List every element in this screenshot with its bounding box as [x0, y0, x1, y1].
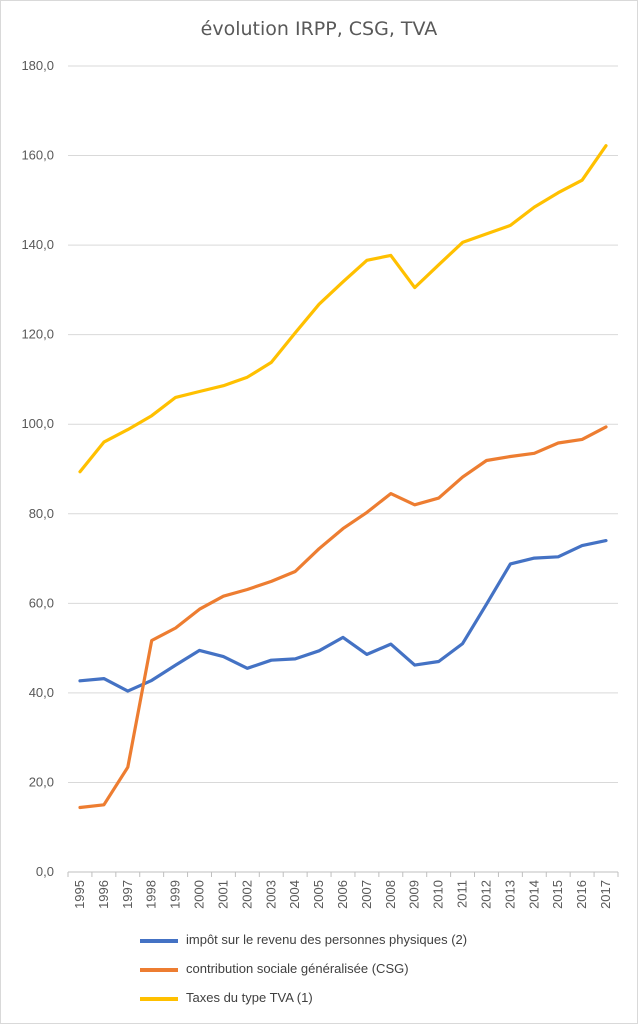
- x-tick-label: 2009: [407, 880, 422, 909]
- x-tick-label: 2002: [239, 880, 254, 909]
- chart-title: évolution IRPP, CSG, TVA: [200, 18, 438, 40]
- y-tick-label: 40,0: [29, 685, 54, 700]
- legend-label-tva: Taxes du type TVA (1): [186, 990, 313, 1005]
- legend-label-csg: contribution sociale généralisée (CSG): [186, 961, 409, 976]
- line-chart-plot: 0,0 20,0 40,0 60,0 80,0 100,0 120,0 140,0 160,0 1…: [21, 58, 619, 909]
- x-tick-label: 2016: [574, 880, 589, 909]
- x-tick-label: 2007: [359, 880, 374, 909]
- legend-swatch-csg: [140, 968, 178, 972]
- legend-item-irpp: impôt sur le revenu des personnes physiq…: [140, 931, 580, 951]
- x-tick-label: 2014: [526, 880, 541, 909]
- x-tick-label: 2006: [335, 880, 350, 909]
- series-line-irpp: [78, 538, 608, 693]
- x-tick-label: 2003: [263, 880, 278, 909]
- series-line-csg: [78, 425, 608, 810]
- y-tick-label: 20,0: [29, 774, 54, 789]
- x-tick-label: 1998: [144, 880, 159, 909]
- y-tick-label: 0,0: [36, 864, 54, 879]
- y-tick-label: 160,0: [21, 148, 54, 163]
- legend-label-irpp: impôt sur le revenu des personnes physiq…: [186, 932, 468, 947]
- y-tick-label: 80,0: [29, 506, 54, 521]
- x-tick-label: 1995: [72, 880, 87, 909]
- x-tick-label: 1999: [168, 880, 183, 909]
- x-tick-label: 2001: [215, 880, 230, 909]
- x-tick-label: 2017: [598, 880, 613, 909]
- x-tick-label: 2008: [383, 880, 398, 909]
- x-tick-label: 1996: [96, 880, 111, 909]
- x-tick-label: 2000: [192, 880, 207, 909]
- y-tick-label: 100,0: [21, 416, 54, 431]
- x-tick-label: 2015: [550, 880, 565, 909]
- x-tick-label: 2012: [478, 880, 493, 909]
- y-tick-label: 180,0: [21, 58, 54, 73]
- y-tick-label: 120,0: [21, 327, 54, 342]
- legend-swatch-tva: [140, 997, 178, 1001]
- y-tick-label: 140,0: [21, 237, 54, 252]
- x-tick-label: 2004: [287, 880, 302, 909]
- y-tick-label: 60,0: [29, 595, 54, 610]
- legend-item-tva: Taxes du type TVA (1): [140, 989, 580, 1009]
- legend-item-csg: contribution sociale généralisée (CSG): [140, 960, 580, 980]
- series-line-tva: [78, 144, 608, 474]
- x-tick-label: 2013: [502, 880, 517, 909]
- x-tick-label: 2005: [311, 880, 326, 909]
- legend-swatch-irpp: [140, 939, 178, 943]
- x-tick-label: 2011: [455, 880, 470, 908]
- x-tick-label: 2010: [431, 880, 446, 909]
- x-tick-label: 1997: [120, 880, 135, 909]
